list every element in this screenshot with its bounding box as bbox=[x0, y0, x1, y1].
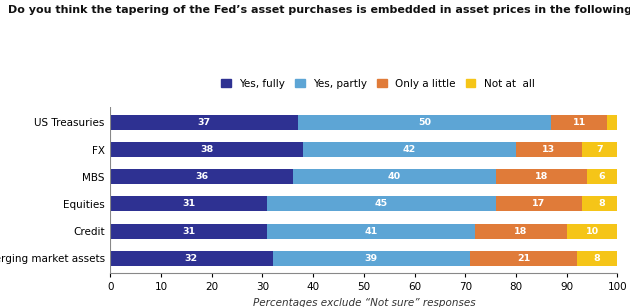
Text: 38: 38 bbox=[200, 145, 213, 154]
Bar bbox=[496, 169, 587, 184]
Text: 40: 40 bbox=[387, 172, 401, 181]
Text: 42: 42 bbox=[403, 145, 416, 154]
Bar bbox=[607, 115, 617, 130]
Bar bbox=[268, 196, 496, 212]
Text: 37: 37 bbox=[198, 118, 210, 127]
Text: 6: 6 bbox=[599, 172, 605, 181]
Text: 18: 18 bbox=[535, 172, 548, 181]
Bar bbox=[110, 115, 298, 130]
Bar bbox=[273, 251, 471, 266]
Text: 45: 45 bbox=[375, 200, 388, 208]
Bar bbox=[496, 196, 582, 212]
Bar bbox=[110, 196, 268, 212]
Text: 31: 31 bbox=[182, 200, 195, 208]
Bar bbox=[567, 223, 617, 239]
Bar bbox=[298, 115, 551, 130]
Text: 10: 10 bbox=[585, 227, 598, 235]
Text: Do you think the tapering of the Fed’s asset purchases is embedded in asset pric: Do you think the tapering of the Fed’s a… bbox=[8, 5, 630, 15]
Text: 32: 32 bbox=[185, 254, 198, 263]
Text: 50: 50 bbox=[418, 118, 431, 127]
X-axis label: Percentages exclude “Not sure” responses: Percentages exclude “Not sure” responses bbox=[253, 298, 475, 307]
Bar bbox=[293, 169, 496, 184]
Text: 7: 7 bbox=[597, 145, 603, 154]
Bar bbox=[268, 223, 476, 239]
Text: 36: 36 bbox=[195, 172, 208, 181]
Bar bbox=[516, 142, 582, 157]
Bar bbox=[587, 169, 617, 184]
Bar bbox=[110, 142, 303, 157]
Text: 11: 11 bbox=[573, 118, 586, 127]
Bar bbox=[303, 142, 516, 157]
Text: 31: 31 bbox=[182, 227, 195, 235]
Bar bbox=[110, 223, 268, 239]
Bar bbox=[110, 169, 293, 184]
Text: 13: 13 bbox=[542, 145, 556, 154]
Legend: Yes, fully, Yes, partly, Only a little, Not at  all: Yes, fully, Yes, partly, Only a little, … bbox=[221, 79, 535, 89]
Text: 39: 39 bbox=[365, 254, 378, 263]
Bar bbox=[582, 196, 622, 212]
Bar bbox=[582, 142, 617, 157]
Bar bbox=[551, 115, 607, 130]
Text: 41: 41 bbox=[365, 227, 378, 235]
Text: 18: 18 bbox=[514, 227, 528, 235]
Bar bbox=[471, 251, 577, 266]
Text: 8: 8 bbox=[598, 200, 605, 208]
Bar bbox=[110, 251, 273, 266]
Bar bbox=[577, 251, 617, 266]
Bar bbox=[476, 223, 567, 239]
Text: 17: 17 bbox=[532, 200, 546, 208]
Text: 8: 8 bbox=[593, 254, 600, 263]
Text: 21: 21 bbox=[517, 254, 530, 263]
